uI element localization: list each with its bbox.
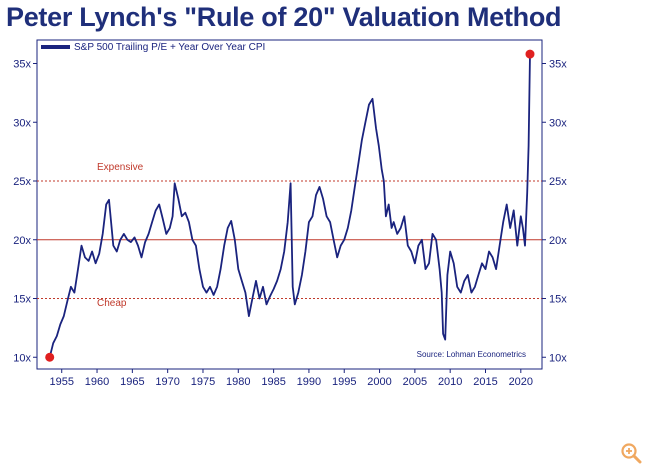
highlight-point-0: [45, 352, 55, 362]
x-tick-label: 2005: [403, 376, 427, 388]
y-tick-label-left: 25x: [13, 176, 31, 188]
y-tick-label-left: 20x: [13, 235, 31, 247]
y-tick-label-right: 25x: [549, 176, 567, 188]
highlight-point-1: [525, 49, 535, 59]
x-tick-label: 2000: [367, 376, 391, 388]
legend: S&P 500 Trailing P/E + Year Over Year CP…: [41, 42, 265, 53]
series-line-0: [48, 54, 531, 358]
y-tick-label-right: 10x: [549, 352, 567, 364]
cheap-label: Cheap: [97, 298, 127, 309]
x-tick-label: 1965: [120, 376, 144, 388]
x-tick-label: 2010: [438, 376, 462, 388]
expensive-label: Expensive: [97, 162, 144, 173]
x-tick-label: 1970: [155, 376, 179, 388]
y-tick-label-left: 35x: [13, 59, 31, 71]
y-tick-label-right: 30x: [549, 117, 567, 129]
page-title: Peter Lynch's "Rule of 20" Valuation Met…: [6, 2, 562, 32]
x-tick-label: 1960: [85, 376, 109, 388]
y-tick-label-left: 10x: [13, 352, 31, 364]
x-tick-label: 2020: [509, 376, 533, 388]
x-tick-label: 1995: [332, 376, 356, 388]
y-tick-label-left: 30x: [13, 117, 31, 129]
x-tick-label: 1955: [49, 376, 73, 388]
x-tick-label: 1990: [297, 376, 321, 388]
marker-layer: [45, 49, 535, 362]
y-tick-label-right: 20x: [549, 235, 567, 247]
zoom-button[interactable]: [618, 440, 644, 466]
y-tick-label-right: 15x: [549, 294, 567, 306]
x-tick-label: 1985: [261, 376, 285, 388]
source-note: Source: Lohman Econometrics: [417, 350, 526, 359]
x-tick-label: 1980: [226, 376, 250, 388]
axis-ticks: 10x 10x 15x 15x 20x 20x 25x 25x 30x 30x 35x 35x 1955…: [13, 59, 567, 389]
y-tick-label-left: 15x: [13, 294, 31, 306]
y-tick-label-right: 35x: [549, 59, 567, 71]
zoom-in-icon: [621, 443, 642, 464]
x-tick-label: 2015: [473, 376, 497, 388]
legend-label: S&P 500 Trailing P/E + Year Over Year CP…: [74, 42, 265, 53]
series-layer: [48, 54, 531, 358]
x-tick-label: 1975: [191, 376, 215, 388]
